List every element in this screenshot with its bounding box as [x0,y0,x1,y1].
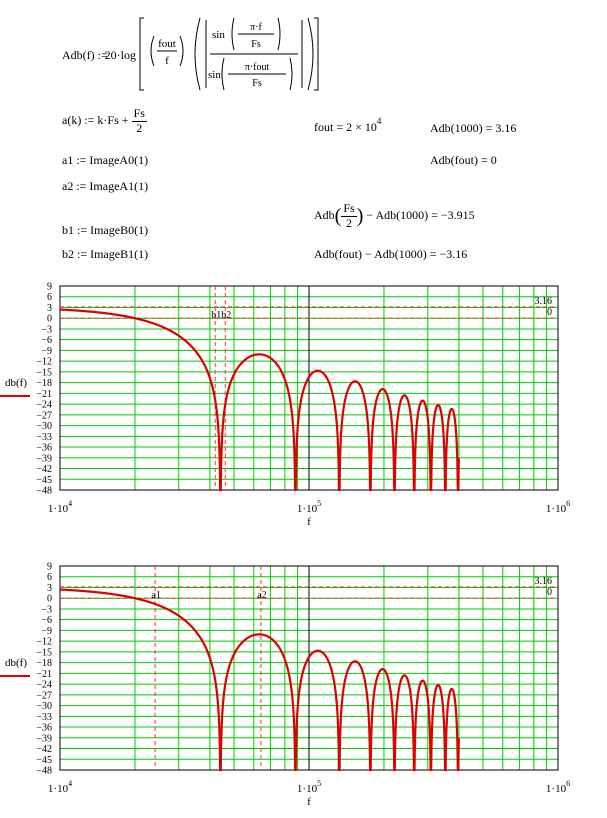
a-def-lhs: a(k) := k·Fs + [62,113,129,128]
x-tick-label: 1·104 [48,499,72,515]
hline-label: 3.16 [535,296,553,307]
y-tick-label: −30 [36,421,52,432]
y-tick-label: −12 [36,637,52,648]
y-tick-label: 3 [47,583,52,594]
adb-fs-top: Fs [251,39,261,50]
a-definition: a(k) := k·Fs + Fs 2 [62,106,147,136]
x-axis-label: f [307,796,311,808]
y-tick-label: −3 [41,324,52,335]
y-tick-label: −9 [41,346,52,357]
b1-definition: b1 := ImageB0(1) [62,223,149,237]
a-def-frac: Fs 2 [131,106,147,136]
a2-definition: a2 := ImageA1(1) [62,179,149,193]
adb-fout: fout [158,38,176,50]
adbfs2-lhs: Adb [314,208,335,223]
y-tick-label: −33 [36,432,52,443]
x-tick-label: 1·106 [546,779,570,795]
y-tick-label: −24 [36,400,52,411]
vline-label: b2 [221,310,231,321]
curve-adb [59,588,461,772]
x-tick-label: 1·105 [297,499,321,515]
fout-lhs: fout = 2 × 10 [314,120,377,134]
fout-exp: 4 [376,116,382,126]
adbfs2-frac: Fs 2 [341,201,357,231]
y-tick-label: 9 [47,282,52,293]
y-axis-label: db(f) [5,377,27,389]
adb-diff-result: Adb(fout) − Adb(1000) = −3.16 [314,247,468,261]
y-tick-label: 6 [47,292,52,303]
curve-adb [59,308,461,492]
adb-fs2-result: Adb(Fs 2) − Adb(1000) = −3.915 [314,201,475,231]
y-tick-label: −36 [36,443,52,454]
y-tick-label: −6 [41,615,52,626]
y-axis-label: db(f) [5,657,27,669]
y-tick-label: −30 [36,701,52,712]
y-tick-label: −39 [36,733,52,744]
y-tick-label: −36 [36,723,52,734]
y-tick-label: −48 [36,766,52,777]
y-tick-label: −9 [41,626,52,637]
adb-formula-svg: Adb(f) := 20·log fout f sin π·f Fs sin π… [62,17,319,91]
y-tick-label: −6 [41,335,52,346]
y-tick-label: −15 [36,367,52,378]
a1-definition: a1 := ImageA0(1) [62,153,149,167]
b2-definition: b2 := ImageB1(1) [62,247,149,261]
adb-fs-bottom: Fs [252,78,262,89]
adb-1000-result: Adb(1000) = 3.16 [430,121,517,135]
x-tick-label: 1·104 [48,779,72,795]
adb-sin-top: sin [212,29,225,41]
y-tick-label: −39 [36,453,52,464]
y-tick-label: −3 [41,604,52,615]
y-tick-label: −12 [36,357,52,368]
y-tick-label: −33 [36,712,52,723]
y-tick-label: −42 [36,744,52,755]
adbfs2-num: Fs [341,201,357,217]
y-tick-label: −15 [36,647,52,658]
adbfs2-rhs: − Adb(1000) = −3.915 [366,208,475,223]
a-def-den: 2 [136,120,143,135]
adb-sin-bottom: sin [208,69,221,81]
vline-label: b1 [211,310,221,321]
hline-label: 0 [547,307,552,318]
y-tick-label: −18 [36,378,52,389]
y-tick-label: −24 [36,680,52,691]
a-def-num: Fs [131,106,147,122]
y-tick-label: −45 [36,755,52,766]
hline-label: 0 [547,587,552,598]
y-tick-label: 6 [47,572,52,583]
y-tick-label: 0 [47,594,52,605]
y-tick-label: 0 [47,314,52,325]
y-tick-label: −42 [36,464,52,475]
y-tick-label: 3 [47,303,52,314]
fout-value: fout = 2 × 104 [314,116,381,135]
y-tick-label: −27 [36,690,52,701]
y-tick-label: −45 [36,475,52,486]
x-tick-label: 1·106 [546,499,570,515]
x-axis-label: f [307,516,311,528]
y-tick-label: −27 [36,410,52,421]
vline-label: a1 [151,590,160,601]
adb-pi-fout: π·fout [245,62,270,73]
vline-label: a2 [257,590,266,601]
y-tick-label: 9 [47,562,52,573]
adb-pi-f: π·f [250,22,262,33]
hline-label: 3.16 [535,576,553,587]
adb-factor: 20·log [105,48,136,62]
adb-f: f [165,55,169,67]
y-tick-label: −21 [36,389,52,400]
adb-fout-result: Adb(fout) = 0 [430,153,497,167]
adb-lhs: Adb(f) := [62,48,108,62]
y-tick-label: −48 [36,486,52,497]
y-tick-label: −21 [36,669,52,680]
y-tick-label: −18 [36,658,52,669]
adbfs2-den: 2 [346,215,353,230]
x-tick-label: 1·105 [297,779,321,795]
